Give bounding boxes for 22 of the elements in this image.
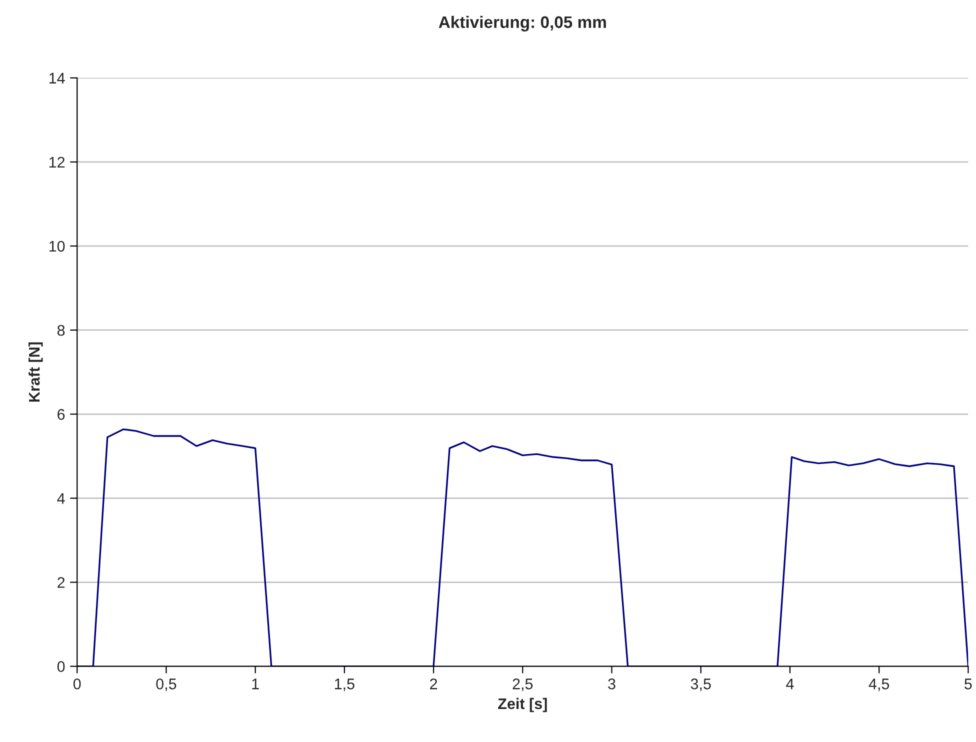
x-axis-title: Zeit [s]	[498, 698, 547, 712]
x-tick-label: 2,5	[512, 678, 533, 692]
x-tick-label: 1,5	[334, 678, 354, 692]
y-tick-label: 2	[58, 577, 65, 588]
x-tick-label: 1	[252, 678, 259, 690]
y-tick-label: 14	[49, 72, 65, 84]
x-tick-label: 4,5	[868, 678, 890, 692]
x-tick-label: 2	[430, 678, 438, 690]
x-tick-label: 4	[786, 678, 794, 690]
x-tick-label: 3,5	[690, 678, 711, 692]
y-axis-title: Kraft [N]	[28, 342, 43, 402]
y-tick-label: 6	[58, 409, 65, 420]
y-tick-label: 0	[57, 661, 65, 672]
x-tick-label: 0	[73, 678, 81, 690]
y-tick-label: 8	[57, 324, 65, 336]
y-tick-label: 12	[49, 156, 65, 168]
x-tick-label: 0,5	[156, 678, 176, 692]
x-tick-label: 3	[608, 678, 616, 690]
chart-title: Aktivierung: 0,05 mm	[438, 16, 606, 32]
x-tick-label: 5	[964, 678, 972, 690]
y-tick-label: 4	[57, 493, 65, 504]
y-tick-label: 10	[49, 240, 65, 252]
